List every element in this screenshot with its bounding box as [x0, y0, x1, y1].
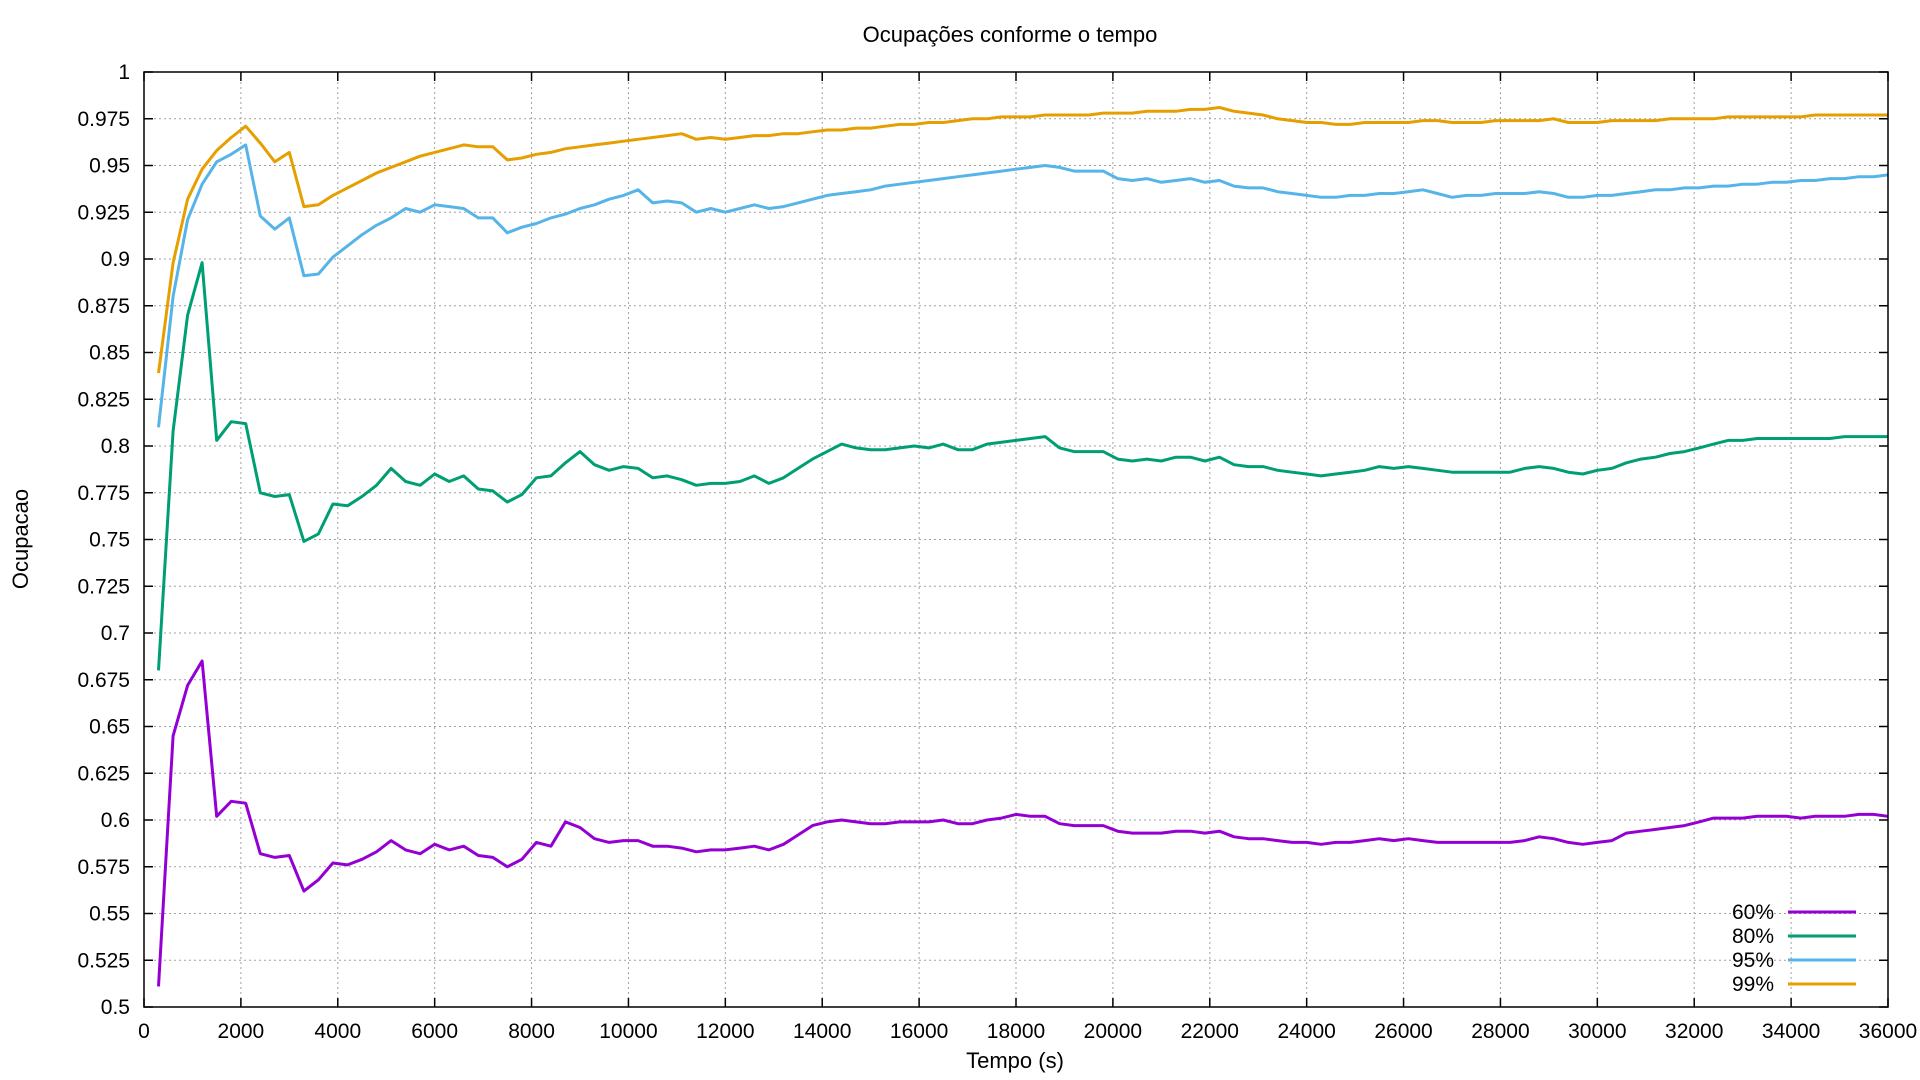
y-tick-label: 0.625: [77, 762, 130, 785]
y-tick-label: 0.95: [89, 155, 130, 178]
x-tick-label: 10000: [599, 1020, 657, 1043]
x-tick-label: 12000: [696, 1020, 754, 1043]
y-tick-label: 0.675: [77, 669, 130, 692]
legend-label: 60%: [1732, 901, 1774, 924]
y-tick-label: 0.775: [77, 482, 130, 505]
y-tick-label: 0.8: [101, 435, 130, 458]
y-axis-label: Ocupacao: [8, 489, 33, 589]
grid-lines: [144, 72, 1888, 1007]
x-tick-label: 8000: [508, 1020, 555, 1043]
x-tick-label: 6000: [411, 1020, 458, 1043]
x-tick-label: 4000: [314, 1020, 361, 1043]
y-tick-label: 0.825: [77, 388, 130, 411]
y-tick-label: 0.925: [77, 201, 130, 224]
y-tick-label: 0.575: [77, 856, 130, 879]
series-line-3: [157, 143, 1889, 428]
x-tick-label: 30000: [1568, 1020, 1626, 1043]
y-tick-label: 0.525: [77, 949, 130, 972]
y-tick-label: 1: [118, 61, 130, 84]
y-tick-label: 0.725: [77, 575, 130, 598]
legend-label: 95%: [1732, 949, 1774, 972]
x-tick-label: 28000: [1471, 1020, 1529, 1043]
y-tick-label: 0.65: [89, 716, 130, 739]
x-tick-label: 26000: [1374, 1020, 1432, 1043]
legend-label: 99%: [1732, 973, 1774, 996]
y-tick-label: 0.85: [89, 342, 130, 365]
x-tick-label: 22000: [1181, 1020, 1239, 1043]
y-tick-label: 0.9: [101, 248, 130, 271]
series-line-2: [157, 261, 1888, 671]
x-tick-label: 18000: [987, 1020, 1045, 1043]
y-tick-label: 0.6: [101, 809, 130, 832]
x-axis-label: Tempo (s): [966, 1048, 1064, 1073]
series-line-1: [157, 659, 1889, 987]
x-tick-label: 32000: [1665, 1020, 1723, 1043]
legend: 60%80%95%99%: [1732, 901, 1856, 996]
x-tick-label: 0: [138, 1020, 150, 1043]
series-lines: [157, 106, 1889, 987]
y-axis: 0.5 0.525 0.55 0.575 0.6 0.625 0.65 0.675 0.7 0.7…: [77, 61, 1888, 1019]
y-tick-label: 0.5: [101, 996, 130, 1019]
x-tick-label: 2000: [218, 1020, 265, 1043]
series-line-4: [157, 106, 1888, 374]
x-tick-label: 20000: [1084, 1020, 1142, 1043]
y-tick-label: 0.75: [89, 529, 130, 552]
x-axis: 0 2000 4000 6000 8000 10000 12000 14000 16000 180…: [138, 72, 1917, 1043]
y-tick-label: 0.975: [77, 108, 130, 131]
x-tick-label: 14000: [793, 1020, 851, 1043]
x-tick-label: 24000: [1277, 1020, 1335, 1043]
y-tick-label: 0.7: [101, 622, 130, 645]
chart-title: Ocupações conforme o tempo: [863, 22, 1158, 47]
x-tick-label: 36000: [1859, 1020, 1917, 1043]
y-tick-label: 0.55: [89, 903, 130, 926]
x-tick-label: 34000: [1762, 1020, 1820, 1043]
x-tick-label: 16000: [890, 1020, 948, 1043]
legend-label: 80%: [1732, 925, 1774, 948]
y-tick-label: 0.875: [77, 295, 130, 318]
